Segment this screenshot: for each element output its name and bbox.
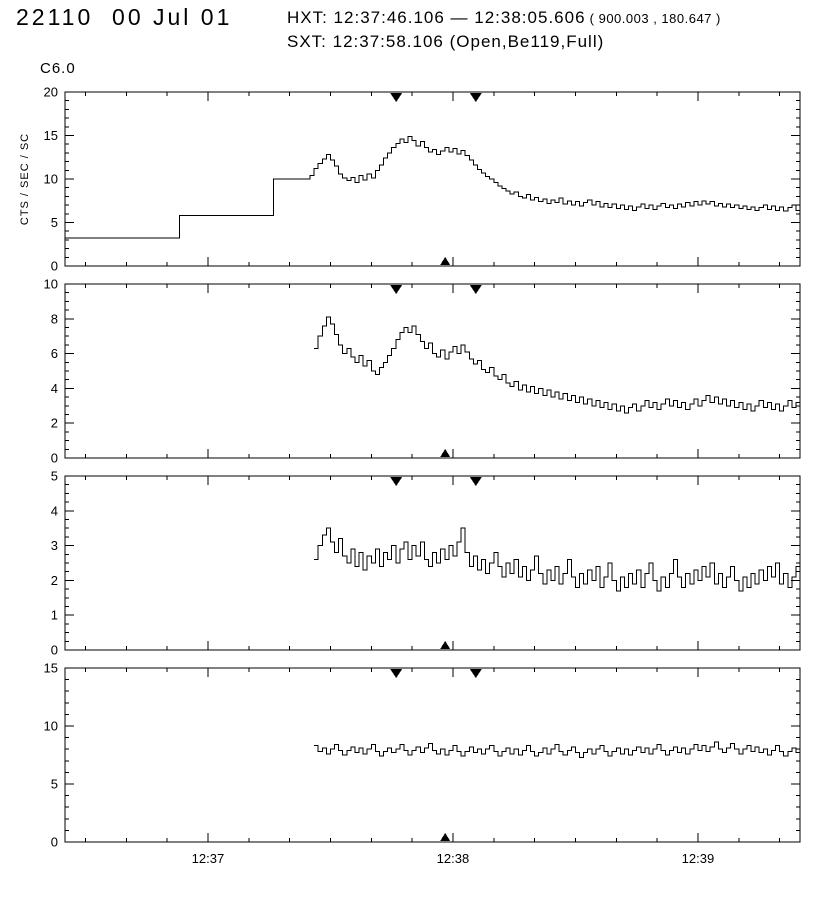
series-path [314,316,800,414]
y-tick-label: 5 [51,469,58,484]
hxt-start-marker [390,477,403,486]
hxt-time-range: HXT: 12:37:46.106 — 12:38:05.606 ( 900.0… [287,8,721,28]
sxt-time-marker [440,257,451,265]
y-tick-label: 10 [44,277,58,292]
sxt-time-marker [440,449,451,457]
y-tick-label: 0 [51,835,58,850]
panel-1: 0 5 10 15 20 CTS / SEC / SC [19,85,801,274]
y-tick-label: 4 [51,503,58,518]
y-tick-label: 8 [51,311,58,326]
series-path [65,135,800,239]
hxt-end-marker [469,477,482,486]
y-tick-label: 4 [51,381,58,396]
y-tick-label: 6 [51,346,58,361]
panel-frame [64,283,801,459]
y-tick-label: 15 [44,661,58,676]
hxt-coordinates: ( 900.003 , 180.647 ) [585,11,721,26]
sxt-time-marker [440,833,451,841]
sxt-time-marker [440,641,451,649]
hxt-start-marker [390,93,403,102]
hxt-end-marker [469,669,482,678]
hxt-start-marker [390,669,403,678]
panel-3: 0 1 2 3 4 5 [51,469,801,658]
y-tick-label: 3 [51,538,58,553]
y-tick-label: 2 [51,573,58,588]
y-tick-label: 10 [44,172,58,187]
y-tick-label: 2 [51,416,58,431]
hxt-end-marker [469,93,482,102]
y-tick-label: 10 [44,719,58,734]
hxt-interval-text: HXT: 12:37:46.106 — 12:38:05.606 [287,8,586,27]
event-title: 22110 00 Jul 01 [16,4,233,30]
x-tick-label: 12:39 [682,851,715,866]
y-tick-label: 20 [44,85,58,100]
light-curves-chart: 0 5 10 15 20 CTS / SEC / SC 0 2 4 6 8 10 0 1 2 3 4 5 0 5 10 1… [19,85,801,866]
y-tick-label: 0 [51,259,58,274]
hxt-end-marker [469,285,482,294]
panel-frame [64,667,801,843]
panel-2: 0 2 4 6 8 10 [44,277,801,466]
y-axis-label: CTS / SEC / SC [19,133,31,225]
y-tick-label: 0 [51,643,58,658]
hxt-start-marker [390,285,403,294]
y-tick-label: 0 [51,451,58,466]
x-tick-label: 12:38 [437,851,470,866]
y-tick-label: 5 [51,215,58,230]
panel-frame [64,91,801,267]
y-tick-label: 5 [51,777,58,792]
y-tick-label: 1 [51,608,58,623]
y-tick-label: 15 [44,128,58,143]
panel-4: 0 5 10 15 12:37 12:38 12:39 [44,661,801,866]
goes-class-label: C6.0 [40,60,76,77]
x-tick-label: 12:37 [192,851,225,866]
series-path [314,527,800,592]
sxt-exposure-text: SXT: 12:37:58.106 (Open,Be119,Full) [287,32,605,51]
series-path [314,741,800,758]
